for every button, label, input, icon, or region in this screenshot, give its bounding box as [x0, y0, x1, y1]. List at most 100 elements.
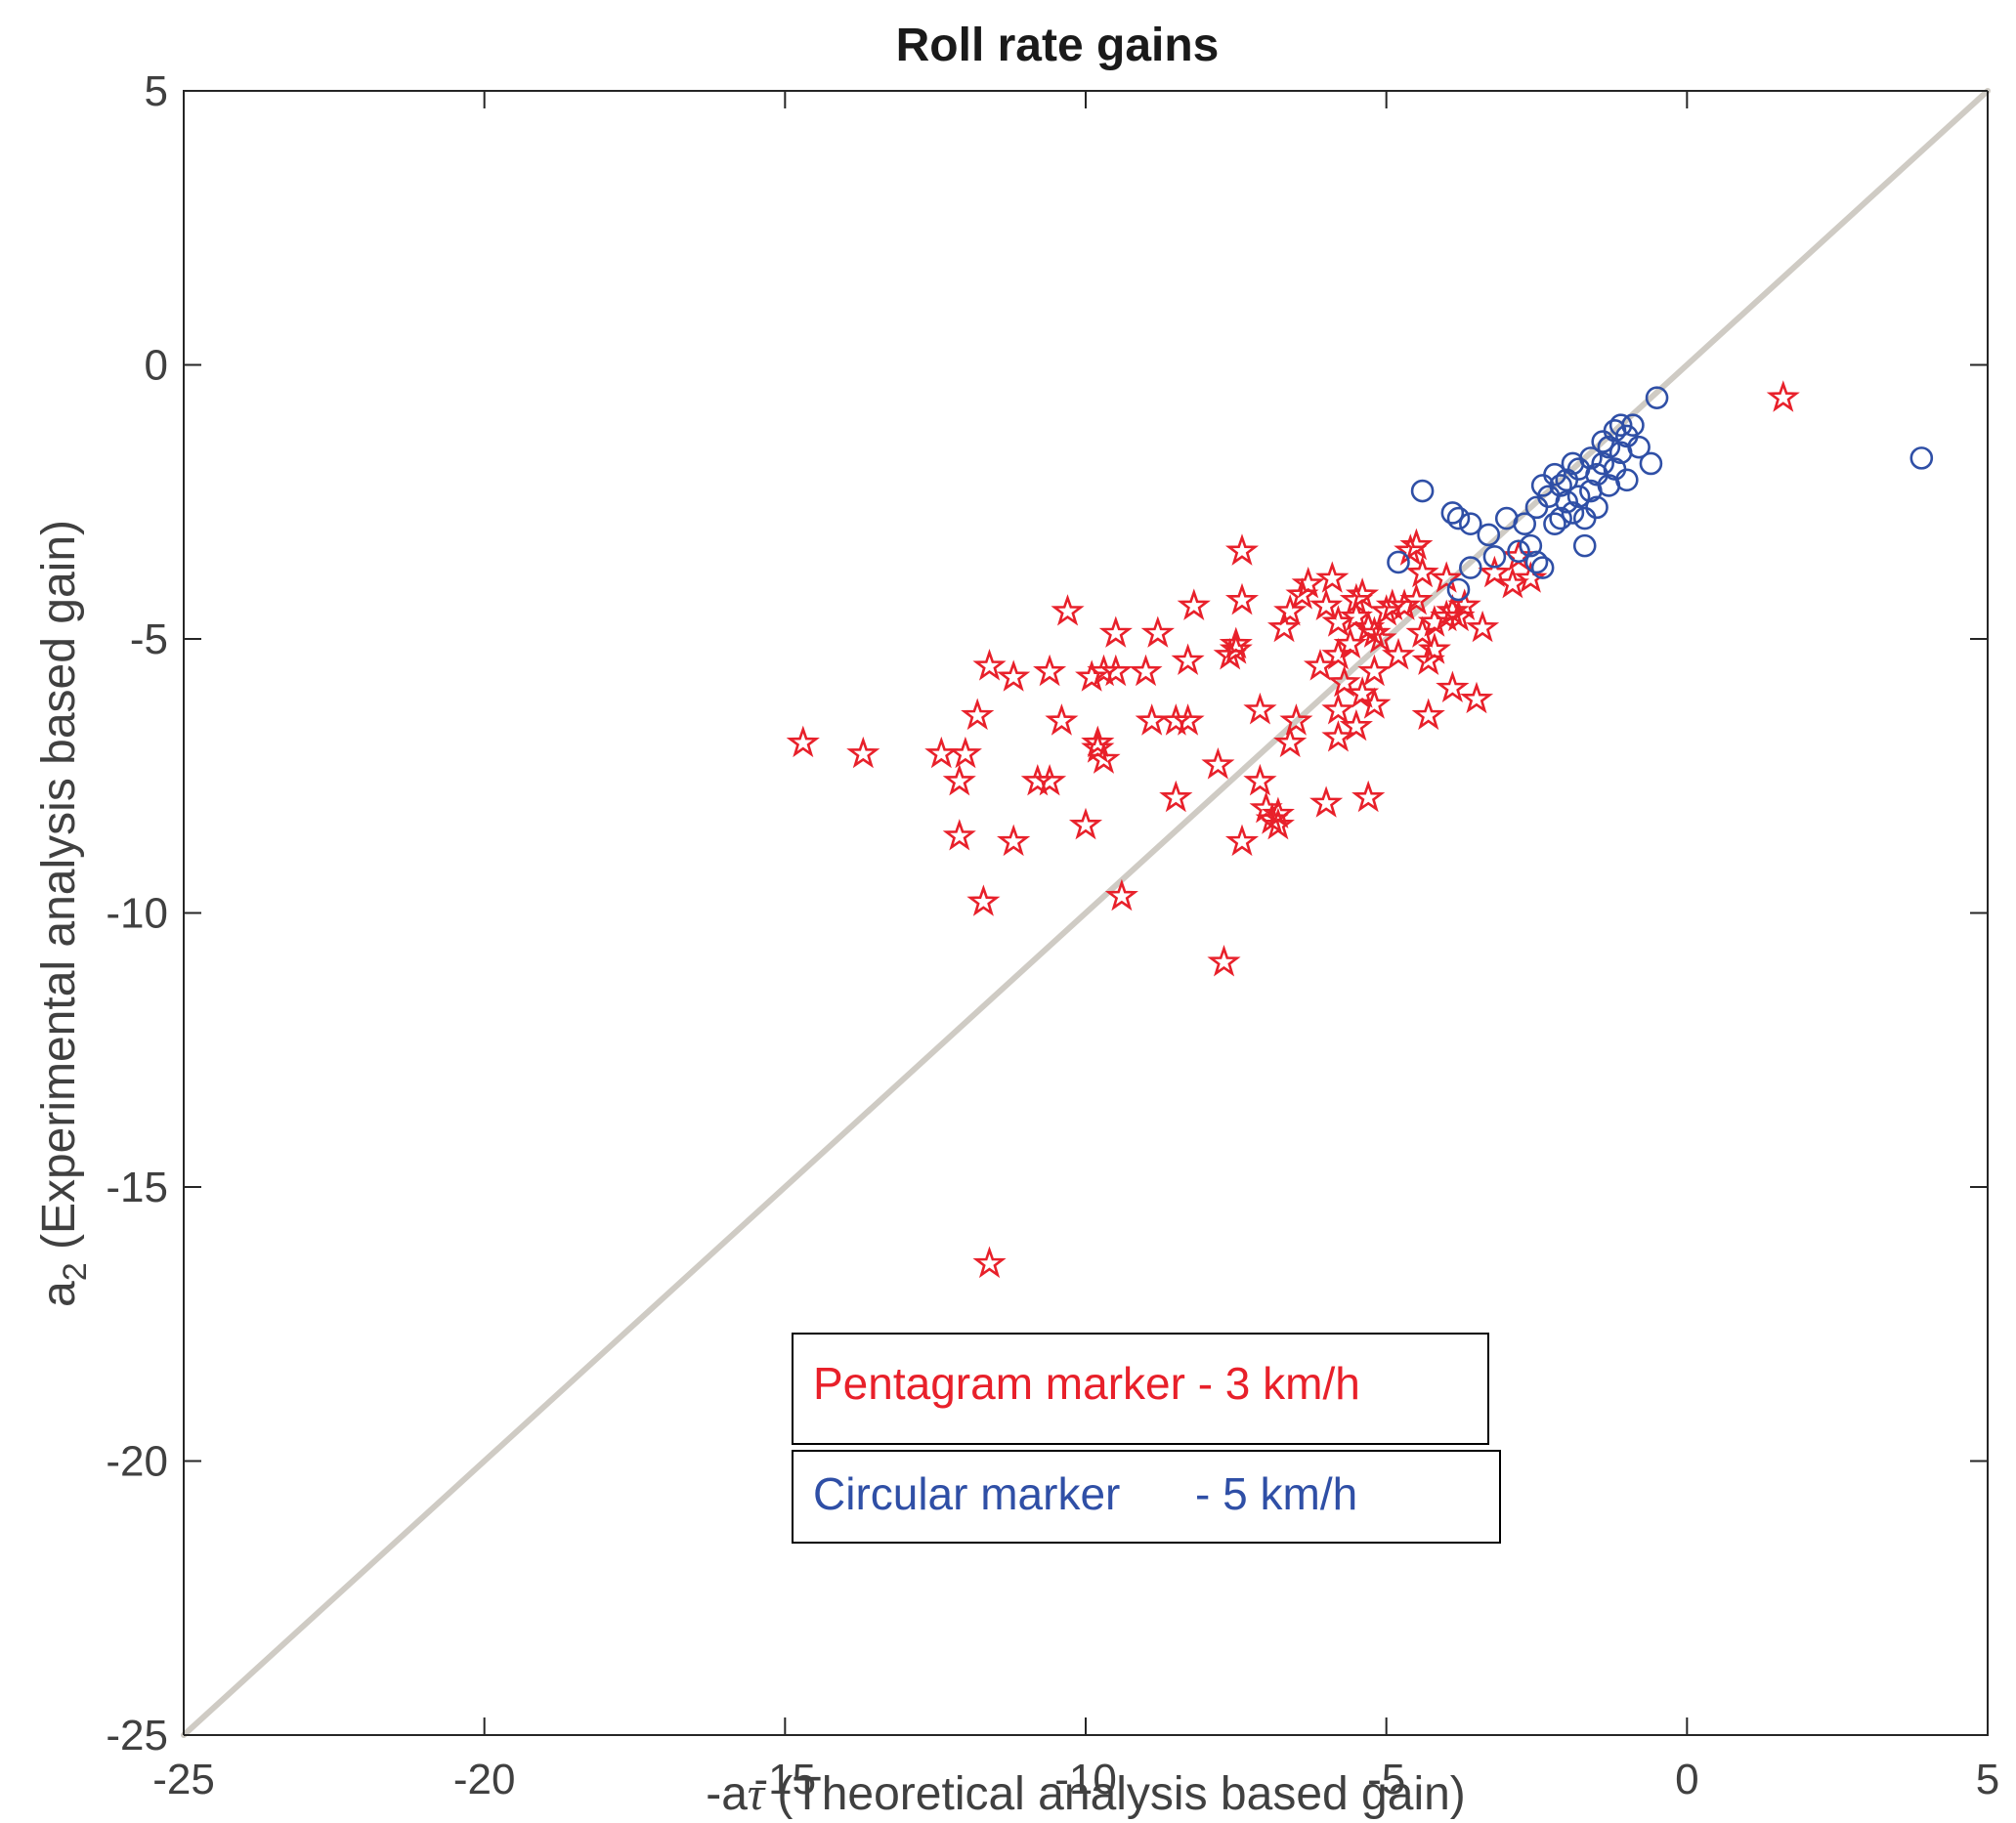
scatter-point-pentagram: [1224, 824, 1260, 857]
x-tick-label: -15: [754, 1756, 817, 1803]
scatter-point-pentagram: [1201, 747, 1235, 780]
scatter-point-pentagram: [1129, 654, 1163, 687]
scatter-point-pentagram: [1309, 785, 1344, 818]
scatter-point-pentagram: [1466, 610, 1500, 643]
scatter-point-pentagram: [1171, 703, 1205, 736]
y-tick-label: 5: [145, 67, 168, 115]
scatter-point-pentagram: [1478, 555, 1512, 588]
scatter-point-pentagram: [1243, 763, 1277, 796]
reference-line-y-equals-x: [181, 88, 1991, 1738]
scatter-point-pentagram: [1309, 588, 1344, 620]
scatter-point-pentagram: [1033, 763, 1067, 796]
legend-label-pentagram: Pentagram marker - 3 km/h: [813, 1358, 1360, 1409]
scatter-point-circle: [1459, 556, 1482, 579]
scatter-point-pentagram: [846, 736, 880, 769]
scatter-point-circle: [1572, 533, 1597, 558]
scatter-point-pentagram: [1261, 796, 1295, 829]
x-axis-label-rest: (Theoretical analysis based gain): [764, 1768, 1466, 1820]
scatter-point-pentagram: [1388, 588, 1422, 620]
scatter-point-circle: [1609, 441, 1633, 465]
scatter-point-circle: [1507, 539, 1530, 564]
scatter-point-circle: [1387, 550, 1410, 574]
scatter-point-circle: [1410, 479, 1435, 503]
x-tick-label: -5: [1367, 1756, 1405, 1803]
scatter-point-pentagram: [1411, 698, 1445, 731]
y-tick-label: -15: [106, 1164, 168, 1211]
y-axis-label-main: a: [33, 1281, 85, 1307]
scatter-point-circle: [1555, 468, 1579, 492]
legend-box-circle: Circular marker - 5 km/h: [792, 1450, 1501, 1544]
scatter-point-circle: [1482, 545, 1507, 569]
y-tick-label: -25: [106, 1712, 168, 1759]
scatter-point-pentagram: [1399, 528, 1434, 561]
x-axis-label-symbol: τ: [748, 1768, 766, 1820]
scatter-point-circle: [1561, 451, 1585, 476]
scatter-point-pentagram: [1033, 654, 1067, 687]
scatter-point-pentagram: [1207, 945, 1241, 977]
scatter-point-circle: [1519, 533, 1543, 558]
legend-box-pentagram: Pentagram marker - 3 km/h: [792, 1333, 1489, 1445]
scatter-point-pentagram: [1219, 626, 1253, 659]
scatter-point-pentagram: [1224, 533, 1260, 566]
scatter-point-circle: [1572, 506, 1597, 530]
scatter-point-pentagram: [972, 648, 1007, 681]
y-axis-label-sub: 2: [57, 1262, 94, 1281]
x-axis-ticks: -25 -20 -15 -10 -5 0 5: [152, 91, 1999, 1803]
scatter-point-pentagram: [1266, 610, 1302, 643]
scatter-point-pentagram: [786, 725, 820, 758]
scatter-point-pentagram: [1159, 780, 1193, 813]
scatter-point-pentagram: [1459, 681, 1494, 714]
x-tick-label: 5: [1976, 1756, 1999, 1803]
series-circular-5kmh: [1387, 386, 1934, 602]
y-axis-ticks: -25 -20 -15 -10 -5 0 5: [106, 67, 1988, 1759]
x-tick-label: -25: [152, 1756, 215, 1803]
y-axis-label-rest: (Experimental analysis based gain): [33, 520, 85, 1262]
scatter-point-pentagram: [1051, 594, 1085, 626]
scatter-point-circle: [1579, 479, 1603, 503]
scatter-point-pentagram: [1766, 380, 1800, 412]
scatter-point-circle: [1440, 501, 1465, 525]
scatter-point-pentagram: [1351, 780, 1386, 813]
scatter-point-circle: [1909, 446, 1934, 470]
scatter-point-circle: [1639, 451, 1663, 476]
scatter-point-pentagram: [1171, 643, 1205, 676]
x-tick-label: -20: [453, 1756, 516, 1803]
scatter-point-pentagram: [1045, 703, 1079, 736]
series-pentagram-3kmh: [786, 380, 1800, 1279]
scatter-point-circle: [1524, 550, 1549, 574]
scatter-point-pentagram: [1339, 708, 1373, 742]
scatter-point-pentagram: [1291, 566, 1325, 599]
scatter-point-pentagram: [1417, 632, 1451, 664]
scatter-point-pentagram: [1075, 659, 1109, 692]
scatter-point-circle: [1530, 474, 1555, 497]
scatter-point-circle: [1591, 451, 1614, 476]
scatter-point-circle: [1591, 430, 1614, 453]
scatter-point-pentagram: [1243, 692, 1277, 725]
scatter-point-circle: [1543, 512, 1566, 535]
scatter-point-circle: [1524, 495, 1549, 520]
x-axis-label: -aτ (Theoretical analysis based gain): [706, 1768, 1466, 1820]
scatter-point-circle: [1549, 506, 1572, 530]
scatter-point-pentagram: [1068, 807, 1103, 840]
scatter-point-pentagram: [966, 884, 1001, 916]
scatter-point-pentagram: [1087, 742, 1121, 774]
scatter-point-pentagram: [1273, 594, 1308, 626]
scatter-point-circle: [1530, 556, 1555, 579]
y-tick-label: -5: [130, 615, 168, 663]
scatter-point-pentagram: [1327, 664, 1361, 698]
legend-box-circle-frame: [792, 1450, 1501, 1544]
x-axis-label-prefix: -a: [706, 1768, 748, 1820]
scatter-point-pentagram: [1140, 615, 1176, 648]
scatter-point-pentagram: [1303, 649, 1338, 681]
scatter-point-pentagram: [1261, 807, 1295, 840]
scatter-point-pentagram: [1098, 615, 1133, 648]
scatter-point-pentagram: [997, 824, 1031, 857]
scatter-point-pentagram: [972, 1246, 1007, 1279]
scatter-point-pentagram: [1098, 654, 1133, 687]
scatter-point-pentagram: [1315, 561, 1350, 593]
scatter-point-pentagram: [1514, 561, 1548, 593]
scatter-point-pentagram: [1321, 605, 1355, 637]
legend-label-circle: Circular marker - 5 km/h: [813, 1468, 1357, 1519]
scatter-point-circle: [1561, 501, 1585, 525]
